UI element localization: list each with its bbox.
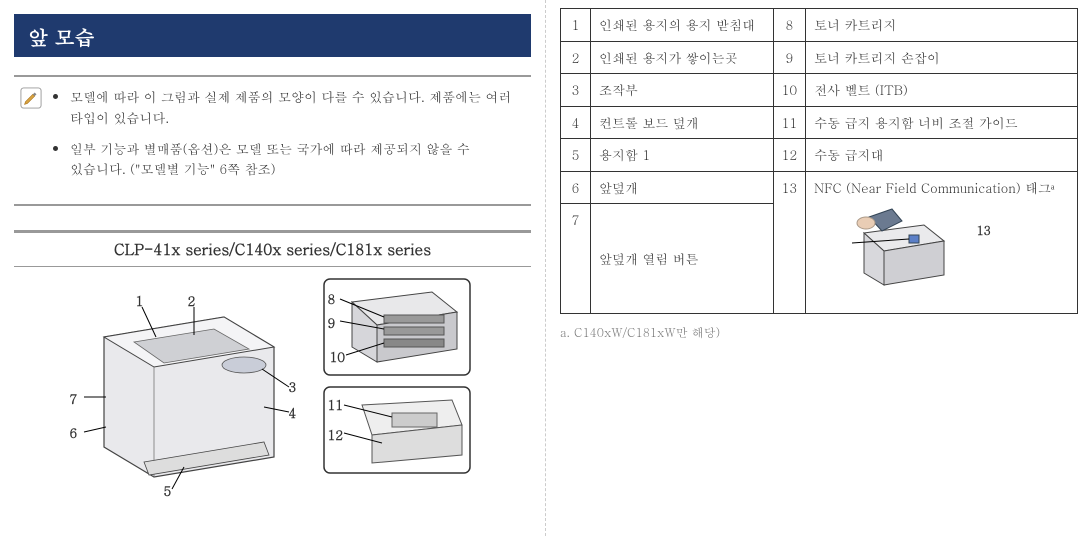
front-view-diagram: 1 2 3 4 5 6 7 <box>14 277 531 497</box>
note-item: 일부 기능과 별매품(옵션)은 모델 또는 국가에 따라 제공되지 않을 수 있… <box>70 139 525 181</box>
part-label: 전사 벨트 (ITB) <box>806 74 1078 107</box>
part-label: 용지함 1 <box>591 139 774 172</box>
callout-9: 9 <box>328 313 336 332</box>
callout-11: 11 <box>328 395 344 414</box>
detail-bottom: 11 12 <box>322 385 472 475</box>
parts-table: 1 인쇄된 용지의 용지 받침대 8 토너 카트리지 2 인쇄된 용지가 쌓이는… <box>560 8 1078 314</box>
part-num: 7 <box>561 204 591 314</box>
part-label: 수동 급지 용지함 너비 조절 가이드 <box>806 106 1078 139</box>
table-row: 2 인쇄된 용지가 쌓이는곳 9 토너 카트리지 손잡이 <box>561 41 1078 74</box>
left-column: 앞 모습 모델에 따라 이 그림과 실제 제품의 모양이 다를 수 있습니다. … <box>0 0 546 536</box>
model-subheader: CLP-41x series/C140x series/C181x series <box>14 230 531 267</box>
part-label: 조작부 <box>591 74 774 107</box>
part-label: 수동 급지대 <box>806 139 1078 172</box>
right-column: 1 인쇄된 용지의 용지 받침대 8 토너 카트리지 2 인쇄된 용지가 쌓이는… <box>546 0 1092 536</box>
detail-top: 8 9 10 <box>322 277 472 377</box>
part-num: 6 <box>561 171 591 204</box>
part-num: 1 <box>561 9 591 42</box>
callout-13: 13 <box>977 222 991 239</box>
part-label: 컨트롤 보드 덮개 <box>591 106 774 139</box>
part-num: 12 <box>773 139 806 172</box>
part-num: 9 <box>773 41 806 74</box>
part-label: 인쇄된 용지가 쌓이는곳 <box>591 41 774 74</box>
part-num: 11 <box>773 106 806 139</box>
part-label: 인쇄된 용지의 용지 받침대 <box>591 9 774 42</box>
table-row: 6 앞덮개 13 NFC (Near Field Communication) … <box>561 171 1078 204</box>
callout-2: 2 <box>188 291 196 310</box>
part-label-nfc: NFC (Near Field Communication) 태그ᵃ <box>806 171 1078 314</box>
part-num: 3 <box>561 74 591 107</box>
part-label: 토너 카트리지 손잡이 <box>806 41 1078 74</box>
pencil-note-icon <box>20 87 44 190</box>
part-num: 8 <box>773 9 806 42</box>
callout-12: 12 <box>328 425 344 444</box>
part-num: 13 <box>773 171 806 314</box>
part-label: 토너 카트리지 <box>806 9 1078 42</box>
part-num: 4 <box>561 106 591 139</box>
nfc-label-text: NFC (Near Field Communication) 태그ᵃ <box>814 178 1054 197</box>
callout-5: 5 <box>164 481 172 500</box>
part-num: 2 <box>561 41 591 74</box>
callout-1: 1 <box>136 291 144 310</box>
callout-6: 6 <box>70 423 78 442</box>
section-title: 앞 모습 <box>28 22 95 51</box>
table-row: 5 용지함 1 12 수동 급지대 <box>561 139 1078 172</box>
part-label: 앞덮개 <box>591 171 774 204</box>
footnote: a. C140xW/C181xW만 해당) <box>560 324 1078 341</box>
callout-8: 8 <box>328 289 336 308</box>
callout-7: 7 <box>70 389 78 408</box>
part-label-text: 앞덮개 열림 버튼 <box>599 249 699 268</box>
callout-10: 10 <box>330 347 346 366</box>
printer-detail-illustrations: 8 9 10 11 12 <box>322 277 482 475</box>
nfc-tag-illustration: 13 <box>814 203 1069 298</box>
table-row: 1 인쇄된 용지의 용지 받침대 8 토너 카트리지 <box>561 9 1078 42</box>
note-item: 모델에 따라 이 그림과 실제 제품의 모양이 다를 수 있습니다. 제품에는 … <box>70 87 525 129</box>
printer-main-illustration: 1 2 3 4 5 6 7 <box>64 277 304 497</box>
callout-4: 4 <box>289 403 297 422</box>
note-list: 모델에 따라 이 그림과 실제 제품의 모양이 다를 수 있습니다. 제품에는 … <box>52 87 525 190</box>
note-box: 모델에 따라 이 그림과 실제 제품의 모양이 다를 수 있습니다. 제품에는 … <box>14 75 531 206</box>
part-num: 10 <box>773 74 806 107</box>
section-header: 앞 모습 <box>14 16 531 57</box>
part-label: 앞덮개 열림 버튼 <box>591 204 774 314</box>
table-row: 4 컨트롤 보드 덮개 11 수동 급지 용지함 너비 조절 가이드 <box>561 106 1078 139</box>
table-row: 3 조작부 10 전사 벨트 (ITB) <box>561 74 1078 107</box>
part-num: 5 <box>561 139 591 172</box>
callout-3: 3 <box>289 377 297 396</box>
